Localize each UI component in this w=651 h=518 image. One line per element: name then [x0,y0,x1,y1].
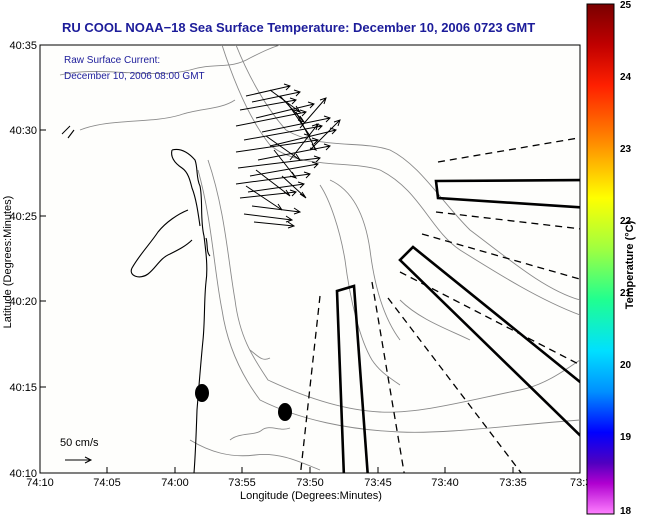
radar-site-marker [195,384,209,402]
x-tick-label: 73:40 [431,477,459,489]
colorbar-tick-label: 25 [620,0,632,11]
y-tick-label: 40:10 [9,468,37,480]
y-tick-label: 40:20 [9,296,37,308]
y-axis-label: Latitude (Degrees:Minutes) [2,195,14,329]
plot-frame [39,44,581,474]
x-axis-label: Longitude (Degrees:Minutes) [240,490,382,502]
x-tick-label: 73:3 [570,477,591,489]
current-label-line2: December 10, 2006 08:00 GMT [64,71,205,82]
map-title: RU COOL NOAA−18 Sea Surface Temperature:… [62,20,536,35]
colorbar-tick-label: 23 [620,144,632,155]
x-tick-label: 73:55 [228,477,256,489]
colorbar-tick-label: 24 [620,72,632,83]
radar-dashed-lines [299,137,580,473]
y-axis: 40:35 40:30 40:25 40:20 40:15 40:10 [9,40,46,480]
y-tick-label: 40:15 [9,382,37,394]
coastline [67,129,211,473]
colorbar-tick-label: 22 [620,216,632,227]
x-tick-label: 73:45 [364,477,392,489]
radar-site-marker [278,403,292,421]
y-tick-label: 40:35 [9,40,37,52]
colorbar-tick-label: 19 [620,432,632,443]
y-tick-label: 40:30 [9,125,37,137]
x-tick-label: 74:10 [26,477,54,489]
colorbar-tick-label: 20 [620,360,632,371]
current-label-line1: Raw Surface Current: [64,55,160,66]
colorbar-ticks: 25 24 23 22 21 20 19 18 [620,0,632,517]
colorbar-label: Temperature (°C) [624,220,636,310]
colorbar-tick-label: 21 [620,288,632,299]
x-tick-label: 74:05 [93,477,121,489]
radar-sectors [335,178,580,473]
colorbar-tick-label: 18 [620,506,632,517]
x-axis: 74:10 74:05 74:00 73:55 73:50 73:45 73:4… [26,467,591,489]
x-tick-label: 74:00 [161,477,189,489]
current-vectors [61,83,341,229]
temperature-colorbar [586,3,615,515]
scale-label: 50 cm/s [60,437,99,449]
scale-arrow [65,456,93,464]
x-tick-label: 73:50 [296,477,324,489]
bathymetry-contours [59,45,580,471]
y-tick-label: 40:25 [9,211,37,223]
x-tick-label: 73:35 [499,477,527,489]
